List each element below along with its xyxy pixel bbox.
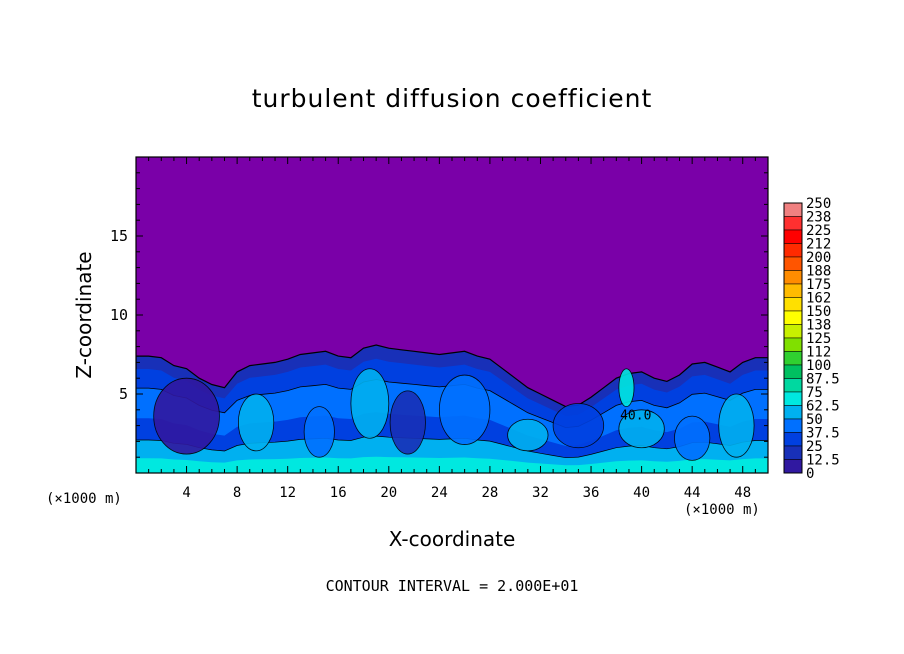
colorbar-swatch — [783, 459, 803, 474]
colorbar-label: 75 — [806, 385, 823, 401]
colorbar-label: 87.5 — [806, 372, 840, 388]
x-tick-label: 4 — [182, 485, 190, 501]
colorbar-swatch — [783, 202, 803, 217]
colorbar-label: 238 — [806, 210, 831, 226]
field-layers — [136, 344, 768, 473]
colorbar-label: 162 — [806, 291, 831, 307]
colorbar-label: 62.5 — [806, 399, 840, 415]
colorbar-label: 225 — [806, 223, 831, 239]
colorbar-swatch — [783, 270, 803, 285]
colorbar-swatch — [783, 216, 803, 231]
x-tick-label: 48 — [734, 485, 751, 501]
x-tick-label: 28 — [481, 485, 498, 501]
x-tick-label: 8 — [233, 485, 241, 501]
colorbar-label: 50 — [806, 412, 823, 428]
colorbar-swatch — [783, 337, 803, 352]
x-tick-label: 16 — [330, 485, 347, 501]
colorbar-label: 250 — [806, 196, 831, 212]
colorbar-swatch — [783, 324, 803, 339]
colorbar-label: 0 — [806, 466, 814, 482]
colorbar-label: 138 — [806, 318, 831, 334]
x-tick-label: 20 — [380, 485, 397, 501]
colorbar-swatch — [783, 391, 803, 406]
colorbar-swatch — [783, 351, 803, 366]
colorbar-swatch — [783, 283, 803, 298]
colorbar-swatch — [783, 445, 803, 460]
colorbar-label: 212 — [806, 237, 831, 253]
colorbar-label: 175 — [806, 277, 831, 293]
colorbar-label: 100 — [806, 358, 831, 374]
y-tick-label: 5 — [119, 385, 128, 403]
colorbar-swatch — [783, 297, 803, 312]
eddy-contour — [618, 368, 635, 408]
colorbar-swatch — [783, 378, 803, 393]
contour-interval-note: CONTOUR INTERVAL = 2.000E+01 — [325, 577, 579, 595]
eddy-contour — [718, 393, 755, 458]
eddy-contour — [303, 406, 335, 458]
eddy-contour — [237, 393, 275, 452]
colorbar-swatch — [783, 418, 803, 433]
colorbar-label: 125 — [806, 331, 831, 347]
eddy-contour — [618, 409, 665, 449]
colorbar-label: 12.5 — [806, 453, 840, 469]
colorbar-swatch — [783, 229, 803, 244]
colorbar-label: 112 — [806, 345, 831, 361]
eddy-contour — [153, 377, 220, 455]
eddy-contour — [552, 403, 605, 449]
colorbar-frame — [783, 202, 803, 474]
x-tick-label: 24 — [431, 485, 448, 501]
y-axis-label: Z-coordinate — [72, 251, 96, 379]
x-tick-label: 40 — [633, 485, 650, 501]
eddy-contour — [438, 374, 491, 445]
colorbar-swatch — [783, 256, 803, 271]
x-unit-label-right: (×1000 m) — [684, 502, 760, 518]
eddy-contour — [350, 368, 390, 439]
colorbar-label: 37.5 — [806, 426, 840, 442]
x-unit-label-left: (×1000 m) — [46, 491, 122, 507]
x-tick-label: 36 — [583, 485, 600, 501]
colorbar-swatch — [783, 243, 803, 258]
turbulent-layer-band-5 — [136, 456, 768, 473]
x-axis-label: X-coordinate — [388, 527, 516, 551]
colorbar-label: 200 — [806, 250, 831, 266]
eddy-contour — [674, 415, 711, 461]
colorbar-swatch — [783, 432, 803, 447]
eddy-contour — [507, 418, 549, 452]
x-tick-label: 44 — [684, 485, 701, 501]
colorbar-label: 25 — [806, 439, 823, 455]
colorbar-label: 150 — [806, 304, 831, 320]
colorbar-label: 188 — [806, 264, 831, 280]
y-tick-label: 15 — [110, 227, 128, 245]
x-tick-label: 12 — [279, 485, 296, 501]
colorbar-swatch — [783, 405, 803, 420]
y-tick-label: 10 — [110, 306, 128, 324]
chart-title: turbulent diffusion coefficient — [251, 84, 653, 113]
colorbar-swatch — [783, 310, 803, 325]
x-tick-label: 32 — [532, 485, 549, 501]
colorbar-swatch — [783, 364, 803, 379]
contour-label: 40.0 — [620, 408, 651, 423]
eddy-contour — [389, 390, 426, 455]
